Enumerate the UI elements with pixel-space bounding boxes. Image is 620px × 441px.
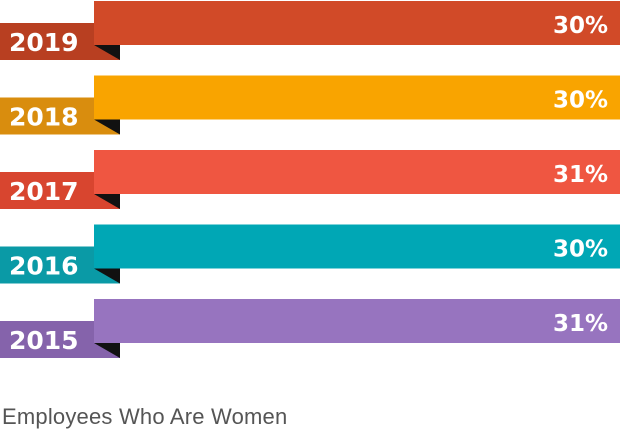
ribbon-fold-2019: [94, 45, 120, 60]
ribbon-fold-2018: [94, 119, 120, 135]
bar-2019: [94, 1, 620, 45]
bar-2017: [94, 150, 620, 194]
category-label-2016: 2016: [9, 252, 79, 281]
ribbon-fold-2016: [94, 268, 120, 284]
value-label-2015: 31%: [553, 311, 608, 337]
bar-2015: [94, 299, 620, 343]
value-label-2019: 30%: [553, 13, 608, 39]
category-label-2015: 2015: [9, 326, 79, 355]
ribbon-fold-2017: [94, 194, 120, 209]
chart-caption: Employees Who Are Women: [2, 404, 288, 429]
category-label-2019: 2019: [9, 28, 79, 57]
bar-2018: [94, 75, 620, 120]
value-label-2018: 30%: [553, 88, 608, 114]
value-label-2016: 30%: [553, 237, 608, 263]
bar-2016: [94, 224, 620, 269]
ribbon-fold-2015: [94, 343, 120, 358]
category-label-2017: 2017: [9, 177, 79, 206]
value-label-2017: 31%: [553, 162, 608, 188]
category-label-2018: 2018: [9, 103, 79, 132]
